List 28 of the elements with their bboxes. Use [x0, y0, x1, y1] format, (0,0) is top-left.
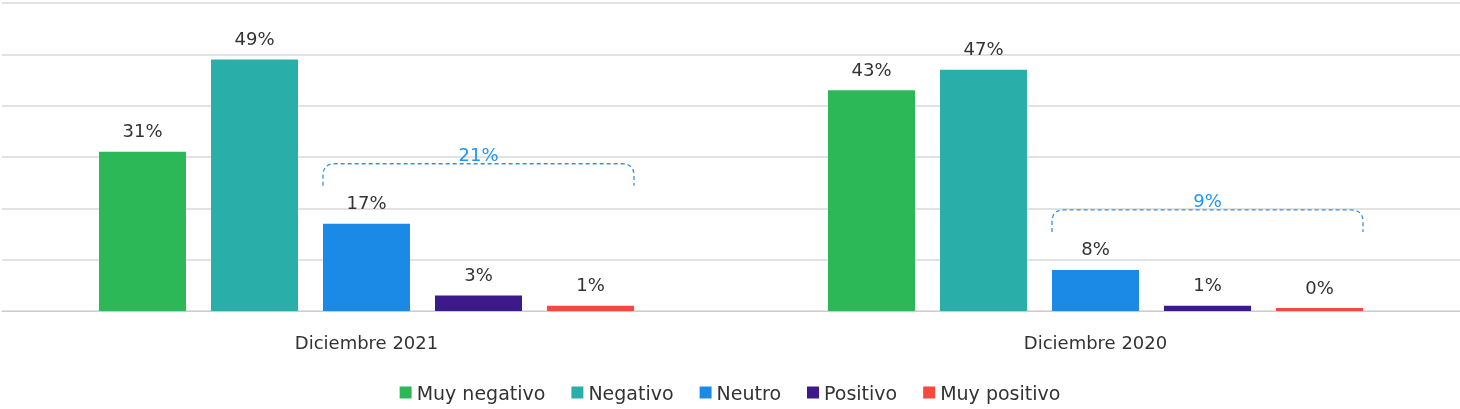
legend-label: Muy positivo — [940, 381, 1061, 404]
bar — [323, 223, 410, 311]
data-label: 49% — [234, 27, 275, 49]
bar — [1052, 269, 1139, 311]
bar — [828, 90, 915, 311]
legend-label: Muy negativo — [416, 381, 546, 404]
data-label: 0% — [1305, 276, 1334, 298]
bar — [435, 295, 522, 311]
legend-label: Neutro — [716, 381, 782, 404]
bar — [940, 69, 1027, 311]
bar — [1164, 305, 1251, 311]
data-label: 43% — [851, 58, 892, 80]
x-tick-label: Diciembre 2021 — [294, 331, 439, 353]
x-tick-label: Diciembre 2020 — [1023, 331, 1168, 353]
bar — [99, 151, 186, 311]
data-label: 8% — [1081, 238, 1110, 260]
data-label: 47% — [963, 38, 1004, 60]
data-label: 1% — [576, 274, 605, 296]
data-label: 17% — [346, 192, 387, 214]
data-label: 3% — [464, 264, 493, 286]
annotation: 21% — [458, 143, 499, 165]
bar — [547, 305, 634, 311]
legend-label: Positivo — [824, 381, 898, 404]
data-label: 1% — [1193, 274, 1222, 296]
legend-label: Negativo — [588, 381, 674, 404]
data-label: 31% — [122, 120, 163, 142]
bar — [211, 59, 298, 311]
annotation: 9% — [1193, 189, 1222, 211]
